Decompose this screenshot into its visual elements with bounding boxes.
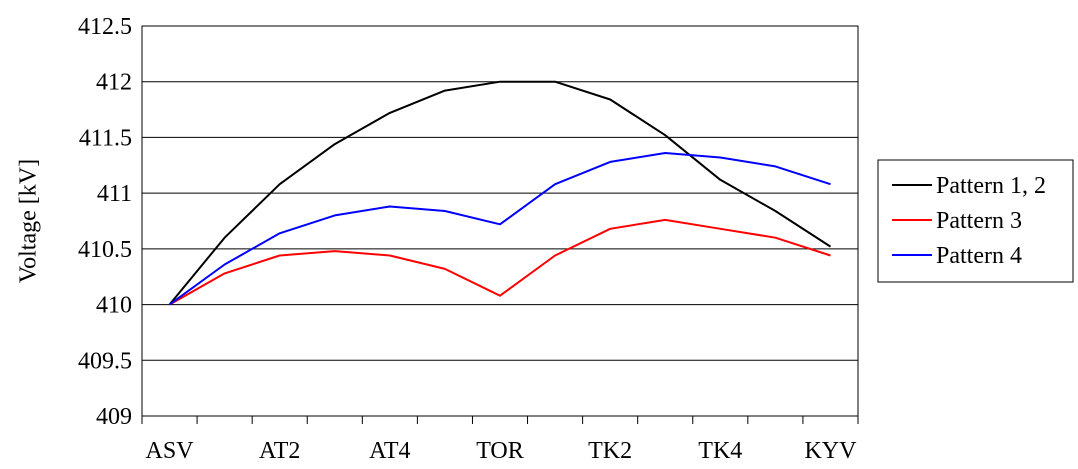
- x-tick-label: AT4: [369, 438, 410, 464]
- x-tick-label: TK2: [588, 438, 632, 464]
- series-lines: [168, 80, 832, 306]
- x-tick-label: TOR: [476, 438, 524, 464]
- y-tick-label: 410: [96, 293, 132, 319]
- x-tick-label: AT2: [259, 438, 300, 464]
- y-tick-label: 410.5: [78, 237, 132, 263]
- legend: Pattern 1, 2 Pattern 3 Pattern 4: [877, 159, 1074, 283]
- gridlines: [142, 25, 858, 417]
- series-line-3: [168, 152, 831, 306]
- x-tick-label: ASV: [146, 438, 195, 464]
- plot-area-frame: [141, 25, 859, 417]
- y-axis-tick-labels: 409 409.5 410 410.5 411 411.5 412 412.5: [78, 14, 132, 430]
- y-tick-label: 411: [97, 181, 132, 207]
- y-axis-title: Voltage [kV]: [16, 159, 42, 283]
- x-tick-label: TK4: [698, 438, 742, 464]
- y-tick-label: 412.5: [78, 14, 132, 40]
- x-tick-label: KYV: [804, 438, 857, 464]
- x-axis-tick-labels: ASV AT2 AT4 TOR TK2 TK4 KYV: [146, 438, 858, 464]
- legend-label-2: Pattern 3: [936, 208, 1022, 234]
- series-line-2: [169, 218, 831, 306]
- legend-label-1: Pattern 1, 2: [936, 173, 1046, 199]
- y-tick-label: 411.5: [79, 125, 132, 151]
- series-line-1: [168, 80, 832, 306]
- legend-label-3: Pattern 4: [936, 243, 1022, 269]
- y-tick-label: 409: [96, 404, 132, 430]
- x-axis-ticks: [141, 416, 859, 424]
- y-tick-label: 409.5: [78, 348, 132, 374]
- y-tick-label: 412: [96, 70, 132, 96]
